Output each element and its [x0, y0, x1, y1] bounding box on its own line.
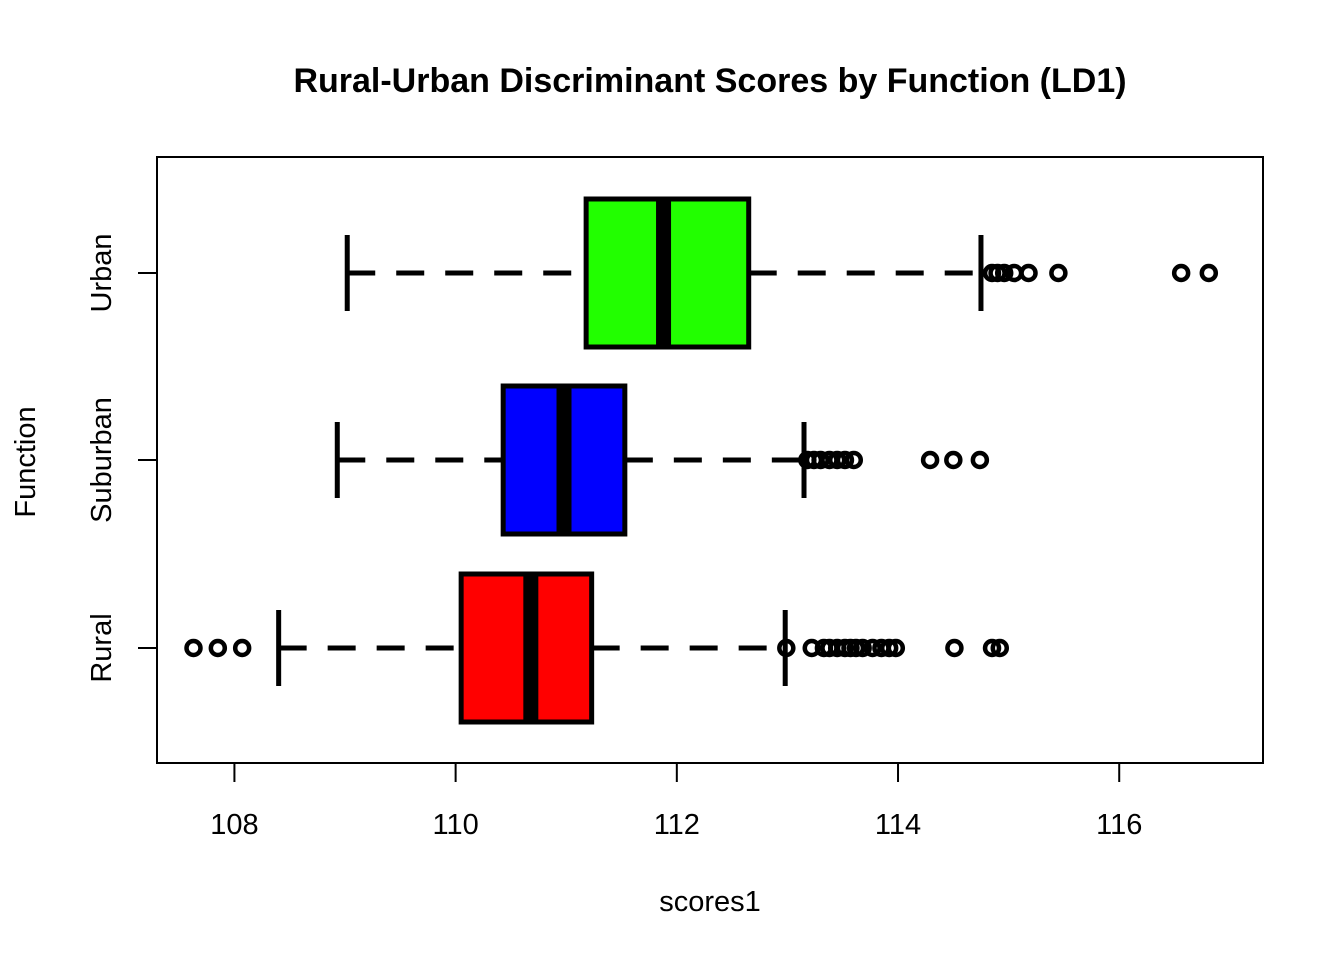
y-tick-label-suburban: Suburban [86, 397, 118, 523]
outlier-point [827, 450, 847, 470]
outlier-point [846, 638, 866, 658]
outlier-point [886, 638, 906, 658]
boxes-layer [184, 196, 1219, 725]
outlier-point [777, 638, 796, 658]
outlier-point [811, 450, 830, 470]
x-tick-label: 114 [875, 809, 921, 841]
x-tick-label: 108 [210, 809, 258, 841]
outlier-point [1199, 263, 1219, 283]
chart-title: Rural-Urban Discriminant Scores by Funct… [293, 62, 1126, 100]
outlier-point [1049, 263, 1068, 283]
outlier-point [844, 450, 864, 470]
outlier-point [232, 638, 252, 658]
x-axis: 108 110 112 114 116 [210, 762, 1142, 841]
x-tick-label: 116 [1096, 809, 1142, 841]
outlier-point [853, 638, 872, 658]
y-axis: Rural Suburban Urban [86, 234, 158, 683]
outlier-point [835, 450, 855, 470]
outlier-point [990, 638, 1010, 658]
box-group-suburban [334, 383, 990, 537]
box-group-rural [184, 571, 1010, 725]
outlier-point [1019, 263, 1038, 283]
box-group-urban [344, 196, 1219, 350]
y-tick-label-rural: Rural [86, 613, 118, 682]
outlier-point [184, 638, 203, 658]
outlier-point [1171, 263, 1191, 283]
outlier-point [970, 450, 990, 470]
x-axis-label: scores1 [659, 886, 761, 918]
y-axis-label: Function [10, 406, 42, 517]
outlier-point [920, 450, 940, 470]
outlier-point [988, 263, 1007, 283]
y-tick-label-urban: Urban [86, 234, 118, 313]
outlier-point [879, 638, 899, 658]
outlier-point [944, 450, 963, 470]
outlier-point [1004, 263, 1024, 283]
outlier-point [945, 638, 964, 658]
outlier-point [982, 638, 1002, 658]
x-tick-label: 112 [654, 809, 700, 841]
outlier-point [208, 638, 228, 658]
outlier-point [994, 263, 1014, 283]
outlier-point [863, 638, 882, 658]
x-tick-label: 110 [433, 809, 479, 841]
